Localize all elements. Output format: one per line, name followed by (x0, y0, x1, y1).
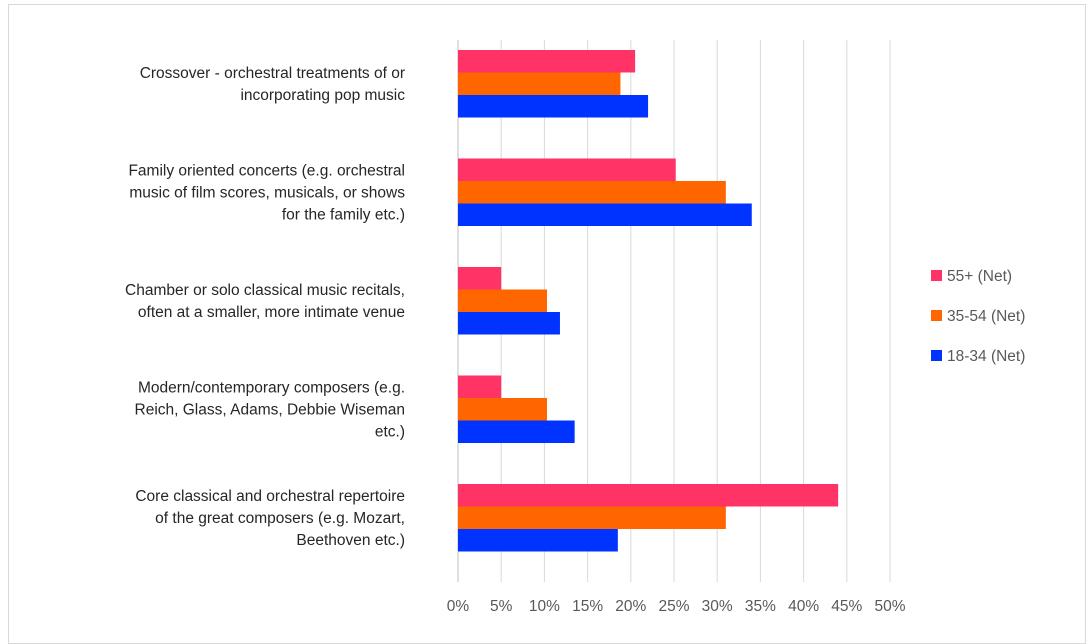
bar-cat4-series2 (458, 529, 618, 552)
bar-cat4-series1 (458, 506, 726, 529)
category-label-3-line-1: Reich, Glass, Adams, Debbie Wiseman (135, 401, 406, 418)
category-label-1-line-1: music of film scores, musicals, or shows (129, 184, 405, 201)
bars (458, 50, 839, 552)
category-label-4-line-2: Beethoven etc.) (296, 532, 405, 549)
legend-label-1: 35-54 (Net) (947, 308, 1025, 325)
bar-cat1-series2 (458, 203, 752, 226)
x-tick-label-2: 10% (529, 598, 560, 615)
category-label-2-line-0: Chamber or solo classical music recitals… (125, 282, 405, 299)
x-tick-label-1: 5% (490, 598, 513, 615)
category-label-3-line-0: Modern/contemporary composers (e.g. (138, 379, 405, 396)
bar-cat2-series1 (458, 289, 547, 312)
category-label-2-line-1: often at a smaller, more intimate venue (138, 304, 405, 321)
legend-swatch-0 (931, 270, 942, 281)
category-label-0-line-0: Crossover - orchestral treatments of or (140, 65, 405, 82)
bar-cat3-series2 (458, 420, 575, 443)
legend-swatch-2 (931, 350, 942, 361)
x-tick-label-9: 45% (831, 598, 862, 615)
bar-cat0-series0 (458, 50, 636, 73)
legend-label-0: 55+ (Net) (947, 268, 1012, 285)
category-label-0-line-1: incorporating pop music (240, 87, 405, 104)
legend-swatch-1 (931, 310, 942, 321)
legend: 55+ (Net) 35-54 (Net) 18-34 (Net) (931, 268, 1025, 365)
x-tick-label-7: 35% (745, 598, 776, 615)
category-label-4-line-1: of the great composers (e.g. Mozart, (155, 510, 405, 527)
x-tick-label-5: 25% (658, 598, 689, 615)
x-tick-label-6: 30% (702, 598, 733, 615)
bar-cat2-series0 (458, 267, 502, 290)
bar-cat3-series0 (458, 375, 502, 398)
bar-cat3-series1 (458, 398, 547, 421)
x-tick-label-10: 50% (874, 598, 905, 615)
bar-chart: Crossover - orchestral treatments of or i… (125, 40, 1025, 615)
x-tick-label-0: 0% (447, 598, 470, 615)
bar-cat2-series2 (458, 312, 560, 335)
bar-cat1-series1 (458, 181, 726, 204)
bar-cat4-series0 (458, 484, 839, 507)
category-label-4-line-0: Core classical and orchestral repertoire (135, 488, 405, 505)
x-axis-tick-labels: 0% 5% 10% 15% 20% 25% 30% 35% 40% 45% 50% (447, 598, 906, 615)
category-label-1-line-0: Family oriented concerts (e.g. orchestra… (128, 162, 405, 179)
x-tick-label-8: 40% (788, 598, 819, 615)
category-labels: Crossover - orchestral treatments of or i… (125, 65, 405, 549)
bar-cat1-series0 (458, 158, 676, 181)
category-label-3-line-2: etc.) (375, 423, 405, 440)
bar-cat0-series1 (458, 72, 621, 95)
legend-label-2: 18-34 (Net) (947, 348, 1025, 365)
x-tick-label-3: 15% (572, 598, 603, 615)
x-tick-label-4: 20% (615, 598, 646, 615)
bar-cat0-series2 (458, 95, 649, 118)
category-label-1-line-2: for the family etc.) (282, 206, 405, 223)
